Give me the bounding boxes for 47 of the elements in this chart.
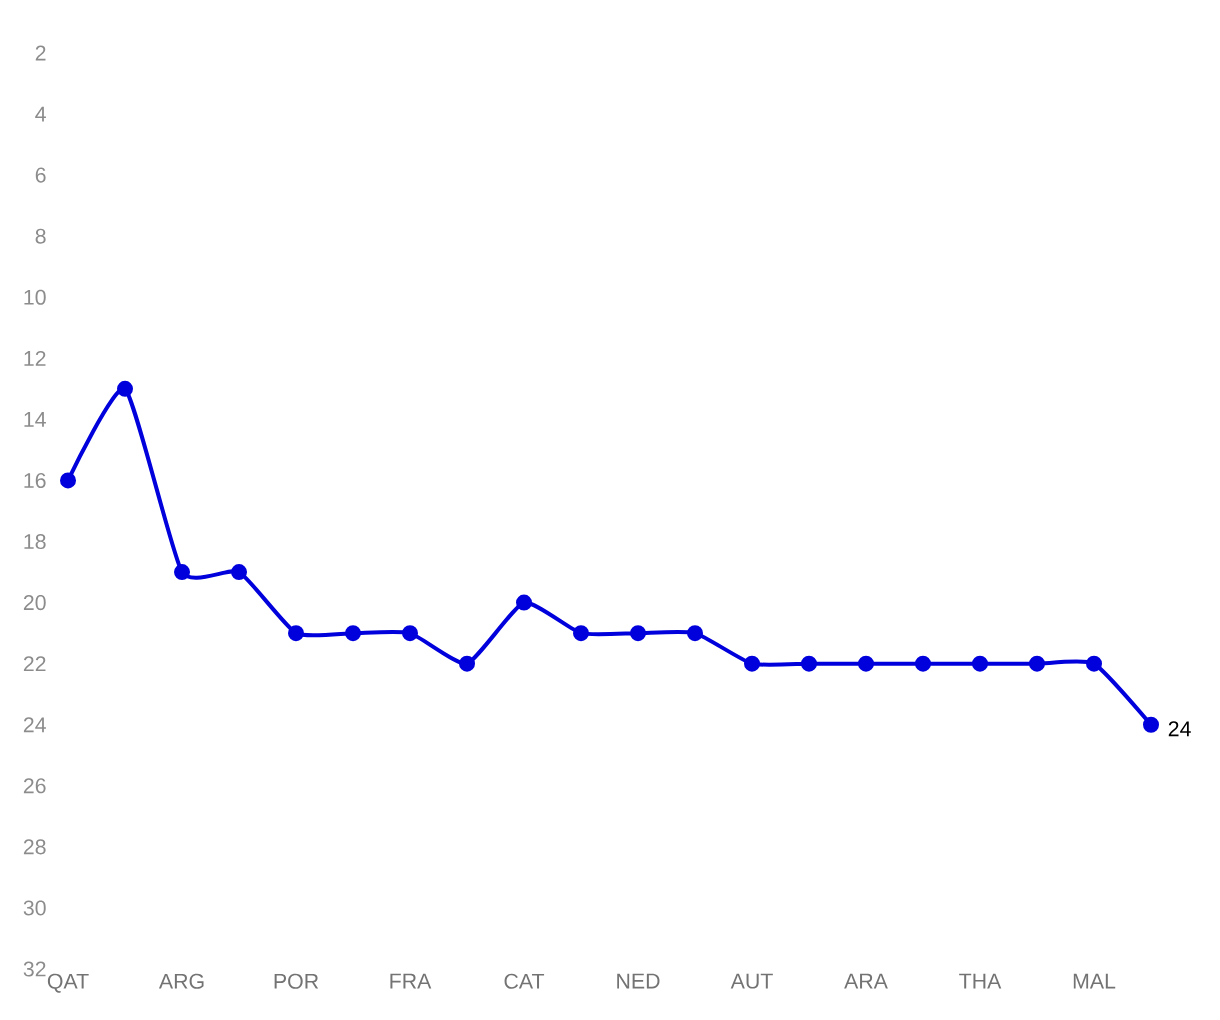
data-label: 24 — [1168, 721, 1191, 737]
y-tick-label: 10 — [24, 289, 46, 305]
point — [744, 655, 761, 672]
x-tick-label: ARG — [158, 973, 204, 989]
point — [345, 625, 362, 642]
y-tick-label: 4 — [35, 106, 46, 122]
y-tick-label: 12 — [24, 350, 46, 366]
x-tick-label: MAL — [1073, 973, 1116, 989]
point — [801, 655, 818, 672]
y-tick-label: 24 — [23, 717, 46, 733]
y-tick-label: 32 — [23, 961, 46, 977]
point — [858, 655, 875, 672]
y-tick-label: 8 — [35, 228, 46, 244]
point — [117, 380, 134, 397]
x-tick-label: CAT — [504, 973, 545, 989]
point — [687, 625, 704, 642]
y-tick-label: 14 — [24, 412, 46, 427]
x-tick-label: FRA — [390, 973, 432, 989]
x-tick-label: THA — [959, 973, 1002, 989]
point — [402, 625, 419, 642]
y-tick-label: 20 — [23, 595, 46, 611]
y-tick-label: 26 — [23, 778, 46, 794]
point — [630, 625, 647, 642]
point — [174, 564, 191, 581]
y-tick-label: 6 — [35, 167, 46, 183]
point — [288, 625, 305, 642]
y-tick-label: 16 — [24, 472, 46, 489]
y-tick-label: 18 — [24, 533, 46, 550]
x-tick-label: QAT — [47, 973, 89, 993]
point — [60, 472, 77, 489]
point — [1029, 655, 1046, 672]
x-tick-label: ARA — [844, 973, 888, 989]
point — [915, 655, 932, 672]
x-tick-label: POR — [274, 973, 319, 989]
y-tick-label: 28 — [23, 839, 46, 855]
y-tick-label: 22 — [23, 656, 46, 672]
x-tick-label: NED — [617, 973, 660, 989]
y-tick-label: 30 — [23, 900, 46, 916]
point — [516, 594, 533, 611]
point — [231, 564, 248, 581]
point — [1086, 655, 1103, 672]
point — [573, 625, 590, 642]
point — [1143, 716, 1160, 733]
point — [972, 655, 989, 672]
y-tick-label: 2 — [35, 45, 46, 61]
point — [459, 655, 476, 672]
x-tick-label: AUT — [730, 973, 773, 989]
